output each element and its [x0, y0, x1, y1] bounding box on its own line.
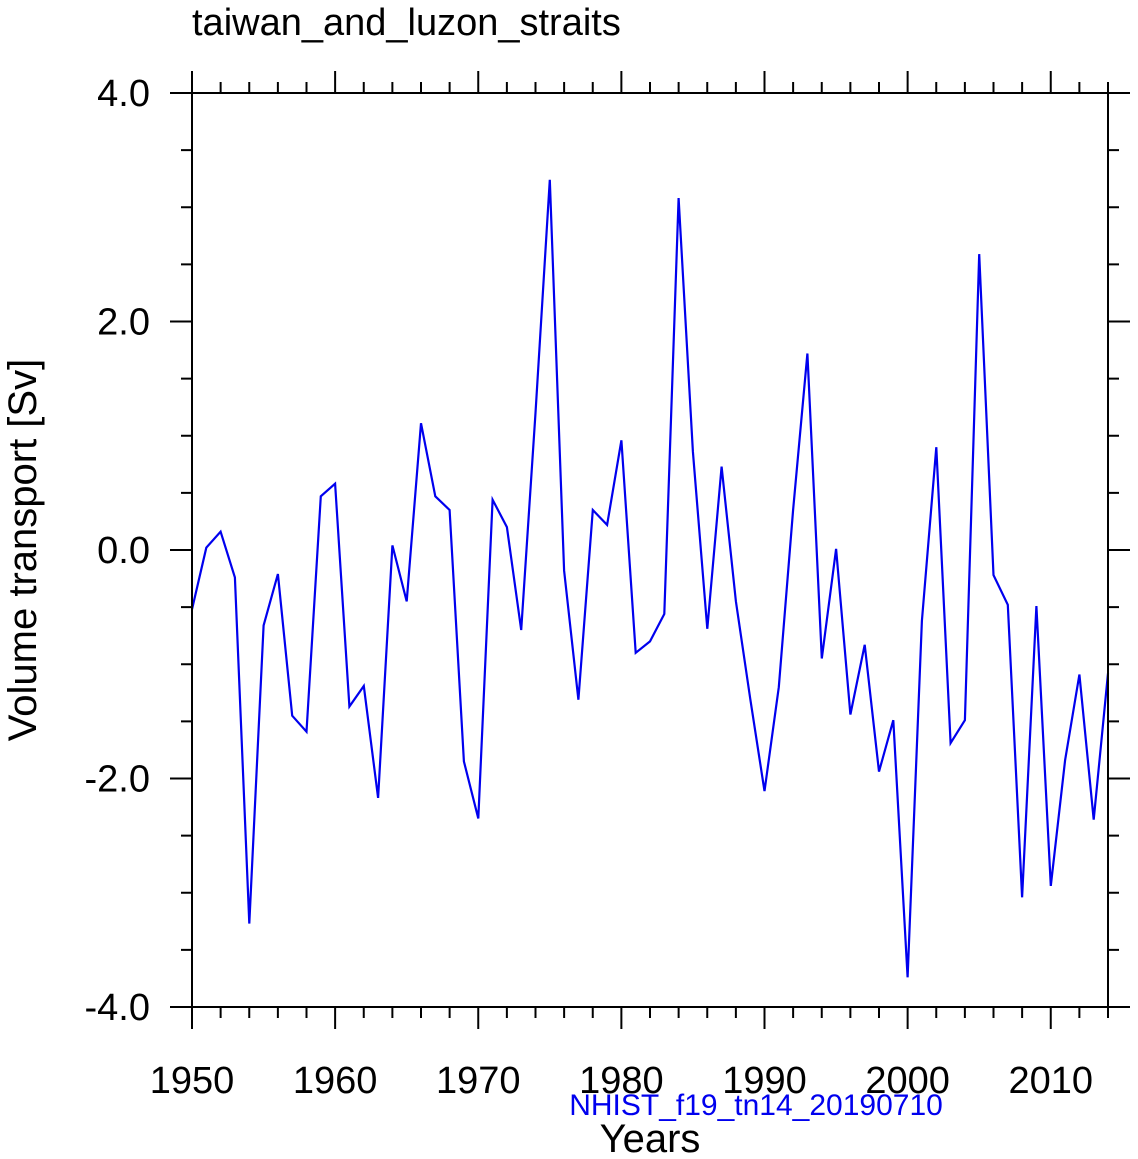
data-series-line — [190, 179, 1110, 978]
x-tick-label: 1950 — [150, 1060, 235, 1102]
x-tick-label: 1990 — [722, 1060, 807, 1102]
x-tick-label: 1980 — [579, 1060, 664, 1102]
y-tick-label: -2.0 — [85, 759, 150, 801]
y-tick-label: 2.0 — [97, 302, 150, 344]
y-tick-label: -4.0 — [85, 987, 150, 1029]
y-tick-label: 0.0 — [97, 530, 150, 572]
x-tick-label: 1960 — [293, 1060, 378, 1102]
x-axis-label: Years — [600, 1117, 701, 1159]
y-axis-label: Volume transport [Sv] — [1, 359, 45, 741]
x-tick-label: 2000 — [865, 1060, 950, 1102]
y-tick-label: 4.0 — [97, 73, 150, 115]
x-tick-label: 1970 — [436, 1060, 521, 1102]
x-tick-label: 2010 — [1008, 1060, 1093, 1102]
chart-subtitle: NHIST_f19_tn14_20190710 — [569, 1089, 943, 1122]
chart-title: taiwan_and_luzon_straits — [192, 2, 621, 44]
plot-area: 1950 1960 1970 1980 1990 2000 2010 -4.0 -2.0 0.0 2… — [85, 71, 1130, 1102]
